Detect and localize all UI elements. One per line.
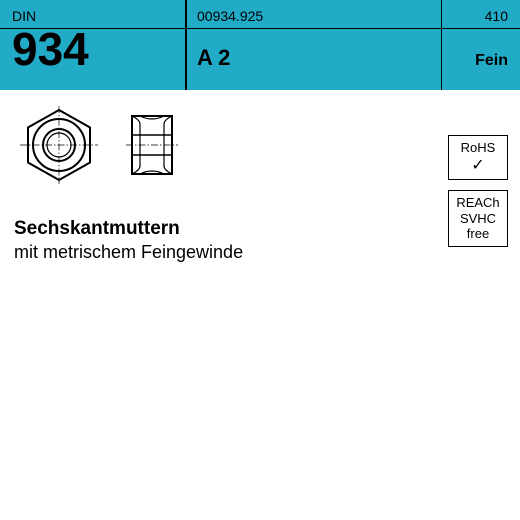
reach-badge: REACh SVHC free <box>448 190 508 247</box>
product-title: Sechskantmuttern <box>14 218 508 240</box>
material-label: A 2 <box>197 35 448 71</box>
rohs-badge: RoHS ✓ <box>448 135 508 180</box>
standard-label: DIN <box>12 8 197 24</box>
body-area: Sechskantmuttern mit metrischem Feingewi… <box>0 90 520 279</box>
header-bar: DIN 00934.925 410 934 A 2 Fein <box>0 0 520 90</box>
technical-drawings <box>20 106 508 184</box>
product-subtitle: mit metrischem Feingewinde <box>14 242 508 263</box>
reach-line1: REACh <box>455 195 501 211</box>
reach-line2: SVHC <box>455 211 501 227</box>
rohs-check-icon: ✓ <box>455 156 501 175</box>
hex-nut-side-icon <box>126 106 178 184</box>
reach-line3: free <box>455 226 501 242</box>
thread-label: Fein <box>448 38 508 70</box>
ref-label: 410 <box>448 8 508 24</box>
header-row-1: DIN 00934.925 410 <box>0 8 520 24</box>
din-number: 934 <box>12 26 197 72</box>
hex-nut-front-icon <box>20 106 98 184</box>
code-label: 00934.925 <box>197 8 448 24</box>
bottom-whitespace <box>0 279 520 493</box>
rohs-label: RoHS <box>455 140 501 156</box>
header-row-2: 934 A 2 Fein <box>0 26 520 72</box>
